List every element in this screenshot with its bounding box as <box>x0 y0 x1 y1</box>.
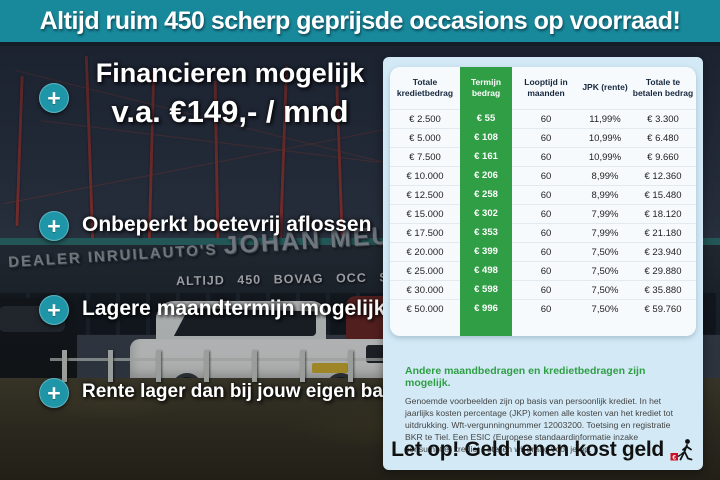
usp-rente: Rente lager dan bij jouw eigen bank <box>82 381 406 402</box>
cell-kredietbedrag: € 30.000 <box>390 280 460 299</box>
plus-icon: + <box>39 83 69 113</box>
usp-boetevrij: Onbeperkt boetevrij aflossen <box>82 213 372 236</box>
cell-termijnbedrag: € 108 <box>474 132 498 143</box>
cell-jpk: 8,99% <box>580 185 630 204</box>
cell-jpk: 7,99% <box>580 204 630 223</box>
cell-termijnbedrag: € 258 <box>474 189 498 200</box>
header-kredietbedrag: Totale kredietbedrag <box>396 76 454 98</box>
cell-looptijd: 60 <box>512 223 580 242</box>
finance-panel: Totale kredietbedrag Termijn bedrag Loop… <box>383 57 703 470</box>
table-row: € 15.000 € 302 60 7,99% € 18.120 <box>390 204 696 223</box>
cell-looptijd: 60 <box>512 242 580 261</box>
cell-termijnbedrag: € 55 <box>476 113 496 124</box>
cell-looptijd: 60 <box>512 204 580 223</box>
table-row: € 17.500 € 353 60 7,99% € 21.180 <box>390 223 696 242</box>
geld-lenen-kost-geld-icon: € <box>669 437 695 463</box>
cell-termijnbedrag: € 206 <box>474 170 498 181</box>
disclaimer-body: Genoemde voorbeelden zijn op basis van p… <box>405 396 673 455</box>
cell-looptijd: 60 <box>512 280 580 299</box>
cell-totaal: € 12.360 <box>630 166 696 185</box>
cell-jpk: 10,99% <box>580 128 630 147</box>
cell-kredietbedrag: € 2.500 <box>390 109 460 128</box>
cell-kredietbedrag: € 25.000 <box>390 261 460 280</box>
usp-financing-line1: Financieren mogelijk <box>95 58 365 88</box>
cell-kredietbedrag: € 20.000 <box>390 242 460 261</box>
cell-looptijd: 60 <box>512 109 580 128</box>
cell-totaal: € 29.880 <box>630 261 696 280</box>
usp-financing-line2: v.a. €149,- / mnd <box>111 94 349 129</box>
cell-totaal: € 23.940 <box>630 242 696 261</box>
cell-termijnbedrag: € 302 <box>474 208 498 219</box>
cell-looptijd: 60 <box>512 128 580 147</box>
cell-termijnbedrag: € 161 <box>474 151 498 162</box>
header-jpk: JPK (rente) <box>582 82 628 93</box>
table-row: € 20.000 € 399 60 7,50% € 23.940 <box>390 242 696 261</box>
usp-maandtermijn: Lagere maandtermijn mogelijk <box>82 297 386 320</box>
cell-totaal: € 3.300 <box>630 109 696 128</box>
table-row: € 7.500 € 161 60 10,99% € 9.660 <box>390 147 696 166</box>
svg-text:€: € <box>672 454 676 461</box>
cell-jpk: 7,50% <box>580 242 630 261</box>
plus-icon: + <box>39 211 69 241</box>
table-row: € 50.000 € 996 60 7,50% € 59.760 <box>390 299 696 318</box>
cell-kredietbedrag: € 12.500 <box>390 185 460 204</box>
cell-totaal: € 35.880 <box>630 280 696 299</box>
top-banner: Altijd ruim 450 scherp geprijsde occasio… <box>0 0 720 42</box>
credit-warning-text: Let op! Geld lenen kost geld <box>391 438 664 461</box>
header-looptijd: Looptijd in maanden <box>524 76 568 98</box>
cell-totaal: € 59.760 <box>630 299 696 318</box>
cell-kredietbedrag: € 5.000 <box>390 128 460 147</box>
cell-termijnbedrag: € 353 <box>474 227 498 238</box>
cell-kredietbedrag: € 10.000 <box>390 166 460 185</box>
cell-totaal: € 15.480 <box>630 185 696 204</box>
table-row: € 25.000 € 498 60 7,50% € 29.880 <box>390 261 696 280</box>
cell-kredietbedrag: € 15.000 <box>390 204 460 223</box>
cell-termijnbedrag: € 598 <box>474 284 498 295</box>
cell-looptijd: 60 <box>512 147 580 166</box>
table-row: € 5.000 € 108 60 10,99% € 6.480 <box>390 128 696 147</box>
termijn-column-highlight <box>460 67 512 336</box>
cell-totaal: € 6.480 <box>630 128 696 147</box>
cell-jpk: 10,99% <box>580 147 630 166</box>
table-row: € 12.500 € 258 60 8,99% € 15.480 <box>390 185 696 204</box>
header-totaal: Totale te betalen bedrag <box>632 76 694 98</box>
banner-headline: Altijd ruim 450 scherp geprijsde occasio… <box>39 6 681 35</box>
cell-kredietbedrag: € 7.500 <box>390 147 460 166</box>
cell-kredietbedrag: € 17.500 <box>390 223 460 242</box>
cell-kredietbedrag: € 50.000 <box>390 299 460 318</box>
plus-icon: + <box>39 378 69 408</box>
cell-looptijd: 60 <box>512 185 580 204</box>
disclaimer-heading: Andere maandbedragen en kredietbedragen … <box>405 365 646 389</box>
cell-totaal: € 18.120 <box>630 204 696 223</box>
table-body: € 2.500 € 55 60 11,99% € 3.300 € 5.000 €… <box>390 109 696 318</box>
cell-looptijd: 60 <box>512 261 580 280</box>
finance-table-card: Totale kredietbedrag Termijn bedrag Loop… <box>390 67 696 336</box>
table-header-row: Totale kredietbedrag Termijn bedrag Loop… <box>390 67 696 109</box>
cell-termijnbedrag: € 399 <box>474 246 498 257</box>
cell-jpk: 11,99% <box>580 109 630 128</box>
header-termijnbedrag: Termijn bedrag <box>470 76 502 98</box>
disclaimer: Andere maandbedragen en kredietbedragen … <box>405 365 685 455</box>
cell-totaal: € 21.180 <box>630 223 696 242</box>
cell-totaal: € 9.660 <box>630 147 696 166</box>
cell-looptijd: 60 <box>512 299 580 318</box>
cell-jpk: 7,50% <box>580 280 630 299</box>
cell-termijnbedrag: € 996 <box>474 303 498 314</box>
table-row: € 30.000 € 598 60 7,50% € 35.880 <box>390 280 696 299</box>
cell-jpk: 7,50% <box>580 299 630 318</box>
table-row: € 10.000 € 206 60 8,99% € 12.360 <box>390 166 696 185</box>
cell-jpk: 7,99% <box>580 223 630 242</box>
cell-termijnbedrag: € 498 <box>474 265 498 276</box>
cell-looptijd: 60 <box>512 166 580 185</box>
cell-jpk: 7,50% <box>580 261 630 280</box>
credit-warning: Let op! Geld lenen kost geld € <box>383 437 703 463</box>
table-row: € 2.500 € 55 60 11,99% € 3.300 <box>390 109 696 128</box>
cell-jpk: 8,99% <box>580 166 630 185</box>
plus-icon: + <box>39 295 69 325</box>
